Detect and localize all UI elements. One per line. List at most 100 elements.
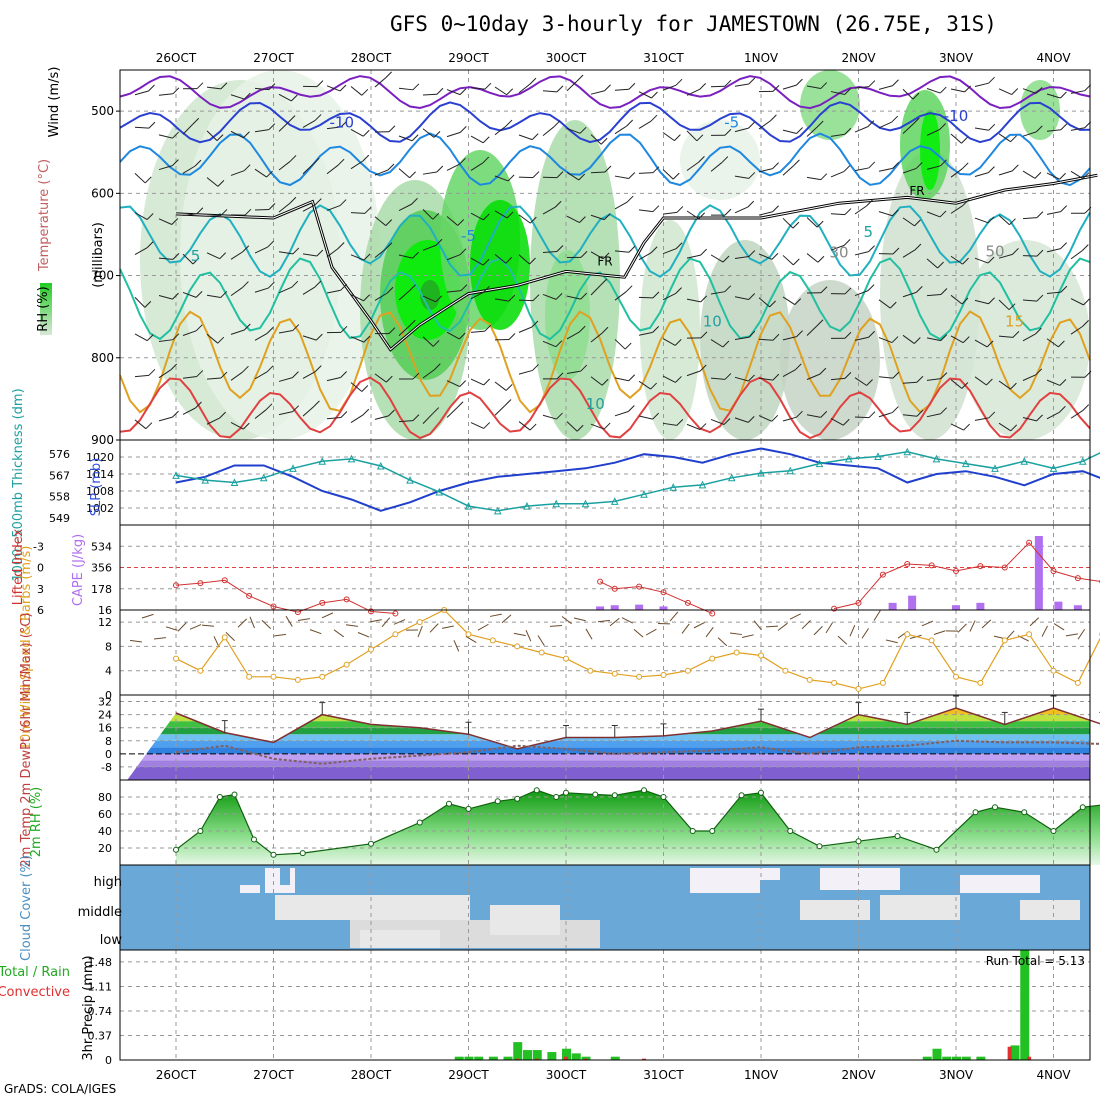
rh-marker [894,833,901,840]
x-tick-label-bottom: 4NOV [1036,1068,1071,1082]
contour-label: FR [909,184,924,198]
wind-barb [998,215,1010,226]
wind-barb [601,326,609,334]
wind-barb [854,290,869,297]
wind-barb [696,134,704,142]
wind-barb [627,405,635,412]
wind-barb [854,86,869,89]
wind-barb [724,373,732,380]
y-tick-label: 60 [98,808,112,821]
wind-barb [902,334,915,344]
wind-barb [196,82,204,90]
wind-barb [494,210,508,219]
wind-barb [770,114,777,122]
wind-barb [268,281,275,289]
precip-bar [547,1052,557,1060]
convective-bar [515,1058,520,1060]
surface-wind-barb [309,629,322,635]
wind-barb [891,336,899,343]
temp-band [127,753,1090,761]
temp-band [127,766,1090,780]
x-tick-label-bottom: 2NOV [841,1068,876,1082]
precip-bar [532,1050,542,1060]
wind-barb [868,245,875,252]
wind-barb [590,134,602,145]
precip-bar [571,1053,581,1060]
wind-barb [892,209,899,217]
wind-barb [1010,382,1017,390]
wind-barb [398,254,413,259]
wind-barb [1070,90,1085,94]
wind-barb [158,416,173,422]
wind-barb [580,364,588,372]
freezing-level-line [175,174,1098,351]
lifted-index-line [833,541,1100,610]
surface-wind-barb [261,620,272,630]
wind-speed-marker [1026,631,1033,638]
precip-bar [1010,1045,1020,1060]
wind-barb [986,340,994,348]
wind-barb [926,129,940,136]
wind-barb [529,257,536,265]
wind-barb [337,242,345,249]
wind-barb [278,161,291,171]
wind-barb [748,121,755,129]
wind-barb [422,128,435,138]
surface-wind-barb [249,616,255,629]
wind-barb [326,248,339,258]
thickness-marker [406,476,414,484]
rh-marker [251,836,257,843]
contour-label: 30 [829,243,848,261]
y-tick-label: -8 [101,761,112,774]
y-tick-label: 900 [91,433,114,447]
wind-barb [964,85,972,93]
wind-barb [182,123,194,135]
wind-barb [388,125,396,133]
rh-marker [641,787,647,794]
wind-barb [844,88,852,95]
wind-barb [662,132,675,142]
wind-barb [998,299,1010,311]
wind-barb [724,208,732,216]
wind-barb [470,257,484,266]
wind-speed-marker [294,676,301,683]
wind-speed-marker [197,667,204,674]
wind-barb [432,212,440,220]
slp-line [175,447,1100,512]
thickness-marker [610,497,619,505]
cape-bar [952,605,960,610]
cape-bar [659,606,668,610]
y-axis-label: 2m Temp 2m DewPt (6hr Min/Max) (°C) [19,613,34,868]
thickness-marker [552,499,561,508]
thickness-marker [961,459,970,468]
surface-wind-barb [645,628,657,636]
surface-wind-barb [321,612,334,619]
wind-barb [266,170,273,178]
wind-barb [134,126,150,129]
wind-barb [409,284,416,292]
wind-barb [926,165,941,170]
wind-barb [854,251,869,256]
wind-barb [206,214,222,217]
wind-barb [422,171,437,175]
wind-barb [508,333,516,340]
wind-barb [724,79,732,87]
wind-speed-marker [831,679,838,686]
wind-barb [302,371,316,379]
wind-barb [388,409,395,417]
wind-barb [1012,331,1020,338]
wind-barb [722,340,730,348]
wind-barb [662,338,676,346]
surface-wind-barb [1053,623,1065,631]
wind-barb [220,209,228,216]
wind-barb [422,413,434,424]
cape-bar [596,606,605,610]
wind-barb [278,286,293,294]
y-tick-label: 8 [105,735,112,748]
wind-barb [699,364,707,372]
wind-barb [950,335,964,344]
wind-barb [580,251,588,258]
wind-barb [782,129,797,134]
wind-barb [531,320,539,328]
